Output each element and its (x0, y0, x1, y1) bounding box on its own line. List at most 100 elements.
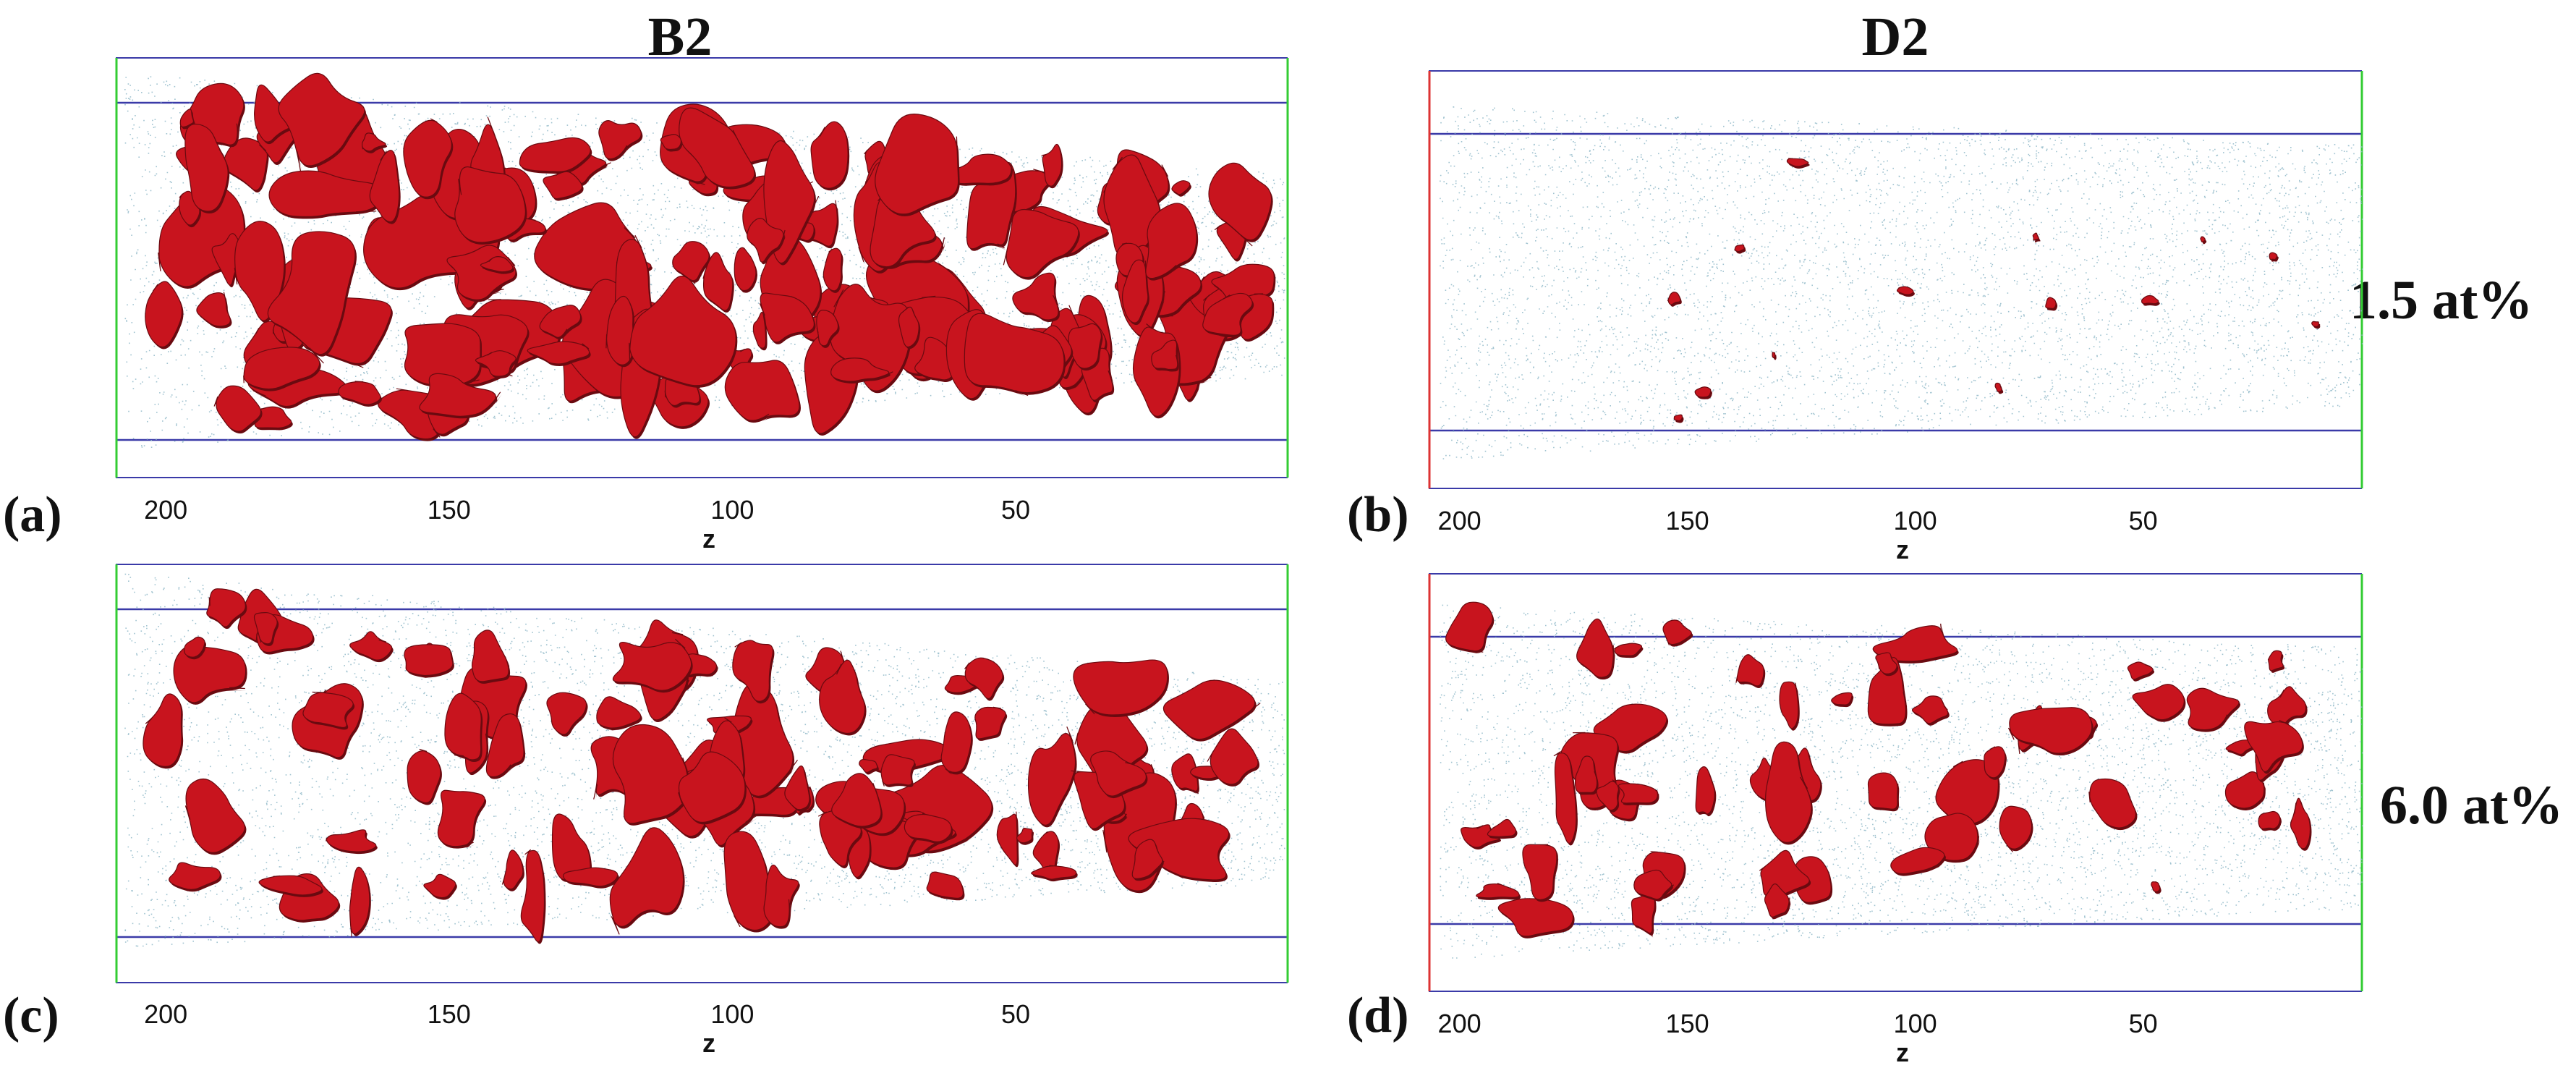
precipitate-blob (819, 659, 866, 734)
precipitate-blob (1673, 414, 1683, 422)
precipitate-blob (519, 137, 591, 172)
precipitate-blob (326, 829, 377, 852)
precipitate-blob (253, 612, 278, 645)
z-tick-label: 150 (1666, 1009, 1709, 1038)
atom-map-panel-b: 200 150 100 50 z (1428, 70, 2363, 564)
precipitate-blob (678, 751, 746, 823)
precipitate-blob (2290, 797, 2311, 849)
precipitate-blob (1875, 652, 1897, 674)
precipitate-blob (1012, 272, 1059, 321)
precipitate-blob (258, 875, 323, 896)
precipitate-blob (527, 341, 590, 365)
precipitate-blob (169, 862, 221, 891)
precipitate-blob (423, 873, 456, 899)
precipitate-blob (1831, 692, 1853, 705)
panel-tag-b: (b) (1347, 487, 1409, 543)
precipitate-blob (830, 357, 893, 382)
precipitate-blob (612, 638, 692, 691)
column-heading-d2: D2 (1861, 7, 1929, 67)
precipitate-blob (454, 166, 527, 243)
precipitate-blob (1911, 695, 1949, 724)
precipitate-blob (830, 284, 911, 391)
precipitate-blob (2088, 778, 2137, 828)
z-tick-label: 200 (1438, 1009, 1482, 1038)
precipitate-blob (926, 871, 964, 899)
precipitate-blob (419, 373, 501, 417)
z-tick-label: 50 (2129, 1009, 2158, 1038)
atom-map-panel-c: 200 150 100 50 z (115, 564, 1289, 1058)
precipitate-blob (2267, 686, 2307, 726)
precipitate-blob (1121, 259, 1149, 323)
precipitate-blob (1487, 818, 1517, 837)
z-axis: 200 150 100 50 z (144, 999, 1030, 1058)
precipitate-blob (747, 218, 786, 263)
precipitate-blob (2267, 650, 2284, 671)
z-tick-label: 100 (710, 999, 754, 1029)
precipitate-blob (1208, 162, 1272, 247)
precipitate-blob (254, 84, 293, 143)
precipitate-blob (145, 281, 183, 348)
z-axis: 200 150 100 50 z (1438, 506, 2158, 564)
precipitate-blob (2311, 321, 2320, 327)
z-axis-label: z (1896, 1038, 1909, 1067)
z-tick-label: 150 (428, 495, 471, 525)
z-tick-label: 50 (1001, 495, 1030, 525)
precipitate-blob (2224, 771, 2265, 809)
precipitate-blob (1576, 618, 1615, 678)
precipitate-blob (1786, 158, 1809, 167)
precipitate-blob (1779, 681, 1799, 729)
precipitate-blob (732, 640, 774, 702)
atom-map-panel-d: 200 150 100 50 z (1428, 573, 2363, 1067)
atom-map-panel-a: 200 150 100 50 z (115, 57, 1289, 554)
panel-tag-c: (c) (3, 988, 59, 1043)
precipitate-blob (724, 360, 800, 421)
z-tick-label: 150 (428, 999, 471, 1029)
precipitate-blob (974, 706, 1006, 739)
panel-tag-d: (d) (1347, 988, 1409, 1043)
precipitate-blob (369, 150, 400, 223)
precipitate-blob (1145, 203, 1197, 279)
atom-points (1440, 604, 2363, 959)
precipitate-blob (1667, 292, 1681, 305)
precipitate-blob (1090, 750, 1147, 797)
z-axis-label: z (702, 1028, 715, 1058)
precipitate-blob (1073, 659, 1168, 716)
z-axis-label: z (702, 524, 715, 554)
precipitate-blob (1734, 244, 1745, 253)
atom-cloud (1440, 106, 2363, 459)
precipitate-blob (338, 381, 381, 405)
precipitate-blob (822, 247, 843, 292)
precipitate-blob (302, 691, 354, 728)
precipitate-blob (752, 311, 767, 349)
precipitate-blob (1613, 643, 1643, 656)
precipitate-clusters (143, 588, 1262, 944)
precipitate-blob (609, 827, 684, 935)
row-label-bottom: 6.0 at% (2380, 775, 2564, 836)
precipitate-blob (1497, 898, 1574, 937)
precipitate-blob (1867, 657, 1908, 725)
precipitate-blob (1694, 386, 1712, 398)
precipitate-blob (831, 773, 882, 827)
precipitate-blob (914, 336, 956, 381)
precipitate-blob (1999, 805, 2033, 852)
precipitate-blob (403, 118, 452, 198)
precipitate-blob (596, 696, 642, 729)
precipitate-blob (1662, 619, 1692, 645)
precipitate-blob (660, 134, 682, 151)
precipitate-blob (734, 247, 757, 292)
precipitate-blob (2200, 236, 2206, 243)
precipitate-blob (183, 636, 205, 658)
precipitate-blob (404, 323, 481, 386)
precipitate-blob (759, 292, 815, 343)
precipitate-blob (1171, 753, 1199, 794)
precipitate-blob (672, 241, 710, 284)
precipitate-blob (723, 831, 776, 931)
precipitate-blob (598, 120, 642, 160)
precipitate-blob (1890, 847, 1945, 875)
precipitate-blob (2007, 707, 2093, 754)
z-axis: 200 150 100 50 z (1438, 1009, 2158, 1067)
precipitate-blob (904, 813, 952, 842)
z-tick-label: 50 (1001, 999, 1030, 1029)
precipitate-blob (2151, 881, 2161, 893)
precipitate-blob (501, 849, 524, 890)
